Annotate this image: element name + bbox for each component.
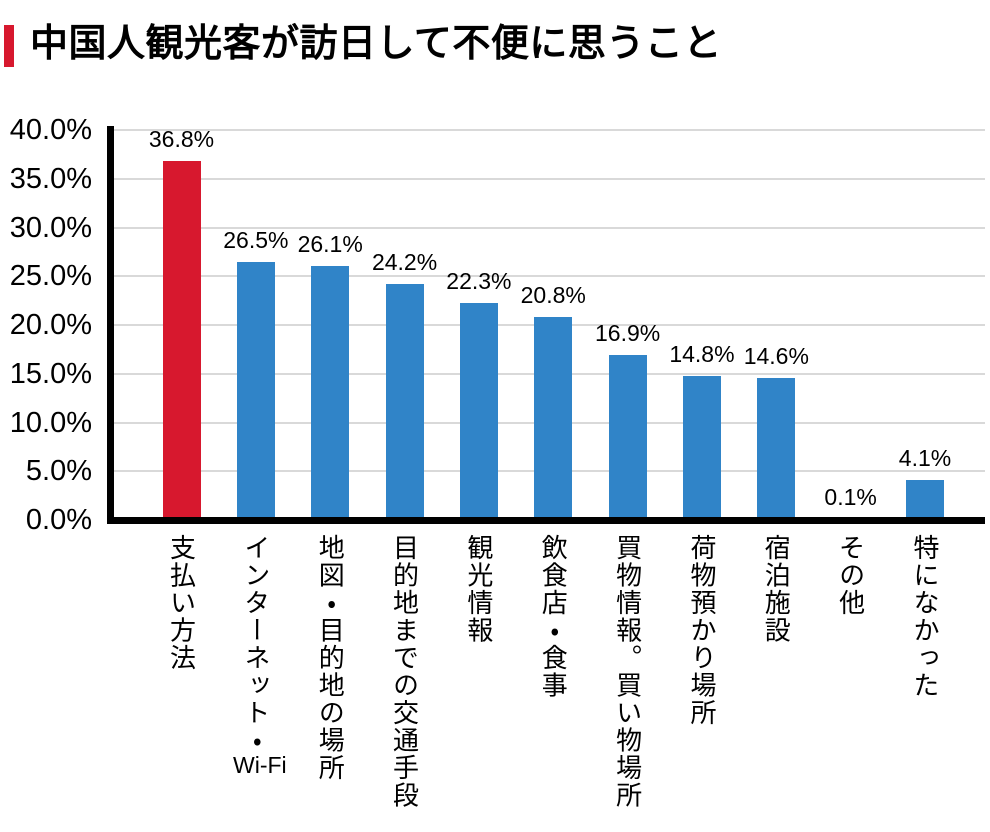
bar-value-label: 22.3% <box>446 268 512 294</box>
bar-value-label: 16.9% <box>594 320 661 346</box>
x-axis-category-label: 特になかった <box>910 534 940 699</box>
y-axis-tick-label: 5.0% <box>25 455 92 488</box>
bar <box>608 355 647 520</box>
bar <box>757 378 796 520</box>
bar-value-label: 26.1% <box>297 231 363 257</box>
x-axis-category-label: 観光情報 <box>463 534 494 644</box>
gridline <box>113 177 985 180</box>
bar <box>906 480 944 520</box>
bar-value-label: 20.8% <box>520 282 586 308</box>
x-axis-category-label: 支払い方法 <box>166 534 197 672</box>
bar-value-label: 4.1% <box>898 445 952 471</box>
y-axis-tick-label: 25.0% <box>9 260 92 293</box>
title-accent-bar <box>4 25 14 67</box>
latin-text-segment: Wi-Fi <box>233 752 287 778</box>
y-axis-tick-label: 15.0% <box>9 357 92 390</box>
chart-header: 中国人観光客が訪日して不便に思うこと <box>0 0 990 80</box>
x-axis-line <box>107 517 985 524</box>
gridline <box>113 129 985 131</box>
chart-title: 中国人観光客が訪日して不便に思うこと <box>30 23 722 65</box>
bar-value-label: 14.8% <box>669 341 735 367</box>
x-axis-category-label: 目的地までの交通手段 <box>389 534 420 809</box>
bar <box>459 303 498 520</box>
gridline <box>113 226 985 229</box>
x-axis-category-label: その他 <box>835 534 866 617</box>
bar <box>311 266 350 520</box>
bar-value-label: 0.1% <box>824 484 877 510</box>
y-axis-tick-label: 35.0% <box>9 162 92 195</box>
y-axis-tick-label: 20.0% <box>9 309 92 341</box>
y-axis-tick-label: 30.0% <box>9 211 92 244</box>
y-axis-tick-label: 40.0% <box>9 114 92 146</box>
x-axis-category-label: 地図・目的地の場所 <box>315 534 346 782</box>
bar-value-label: 26.5% <box>223 227 289 253</box>
x-axis-category-label: インターネット・Wi-Fi <box>233 534 287 778</box>
bar-value-label: 36.8% <box>148 126 215 152</box>
y-axis-tick-label: 10.0% <box>9 406 92 439</box>
bar <box>162 161 201 520</box>
y-axis-tick-label: 0.0% <box>25 504 92 536</box>
x-axis-category-label: 飲食店・食事 <box>538 534 569 699</box>
bar <box>236 262 275 520</box>
x-axis-category-label: 買物情報。買い物場所 <box>612 534 643 809</box>
y-axis-line <box>107 126 114 524</box>
bar-value-label: 14.6% <box>743 343 809 369</box>
bar-value-label: 24.2% <box>371 249 438 275</box>
bar <box>534 317 573 520</box>
bar <box>385 284 424 520</box>
gridline <box>113 275 985 278</box>
x-axis-category-label: 宿泊施設 <box>761 534 792 644</box>
bar <box>682 376 721 520</box>
x-axis-category-label: 荷物預かり場所 <box>686 534 717 727</box>
